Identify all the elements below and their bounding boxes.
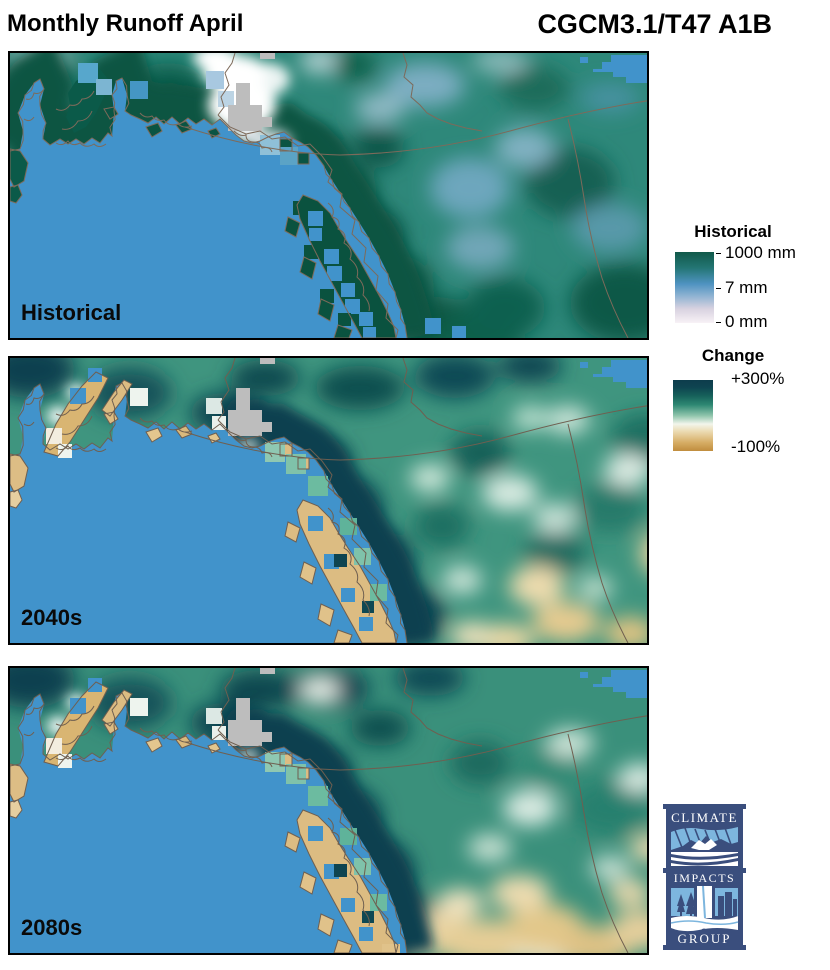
climate-impacts-group-logo: CLIMATE IMPACTS (663, 804, 746, 950)
panel-label-2080s: 2080s (21, 915, 83, 940)
panel-label-historical: Historical (21, 300, 122, 325)
map-panel-historical: Historical (8, 51, 649, 340)
legend-label-7mm: 7 mm (725, 278, 768, 297)
legend-change-colorbar (673, 380, 713, 451)
map-panel-2080s: 2080s (8, 666, 649, 955)
page-title: Monthly Runoff April (7, 10, 244, 37)
glacier-grey-patch (228, 668, 275, 746)
map-panel-2040s: 2040s (8, 356, 649, 645)
legend-label-1000mm: 1000 mm (725, 243, 796, 262)
glacier-grey-patch (228, 358, 275, 436)
logo-word-impacts: IMPACTS (674, 871, 735, 885)
legend-historical-title: Historical (694, 222, 772, 241)
map-2080s (10, 668, 647, 953)
legend-label-minus100: -100% (731, 437, 781, 456)
legend-tick-1000mm (716, 253, 721, 254)
map-historical (10, 53, 647, 338)
legend-historical-colorbar (675, 252, 714, 323)
legend-change-title: Change (701, 346, 765, 365)
panel-label-2040s: 2040s (21, 605, 83, 630)
legend-label-plus300: +300% (731, 369, 785, 388)
legend-tick-0mm (716, 322, 721, 323)
legend-tick-7mm (716, 288, 721, 289)
scenario-title: CGCM3.1/T47 A1B (537, 9, 772, 39)
logo-word-climate: CLIMATE (671, 810, 738, 825)
logo-word-group: GROUP (677, 931, 731, 946)
map-2040s (10, 358, 647, 643)
glacier-grey-patch (228, 53, 275, 131)
legend-label-0mm: 0 mm (725, 312, 768, 331)
